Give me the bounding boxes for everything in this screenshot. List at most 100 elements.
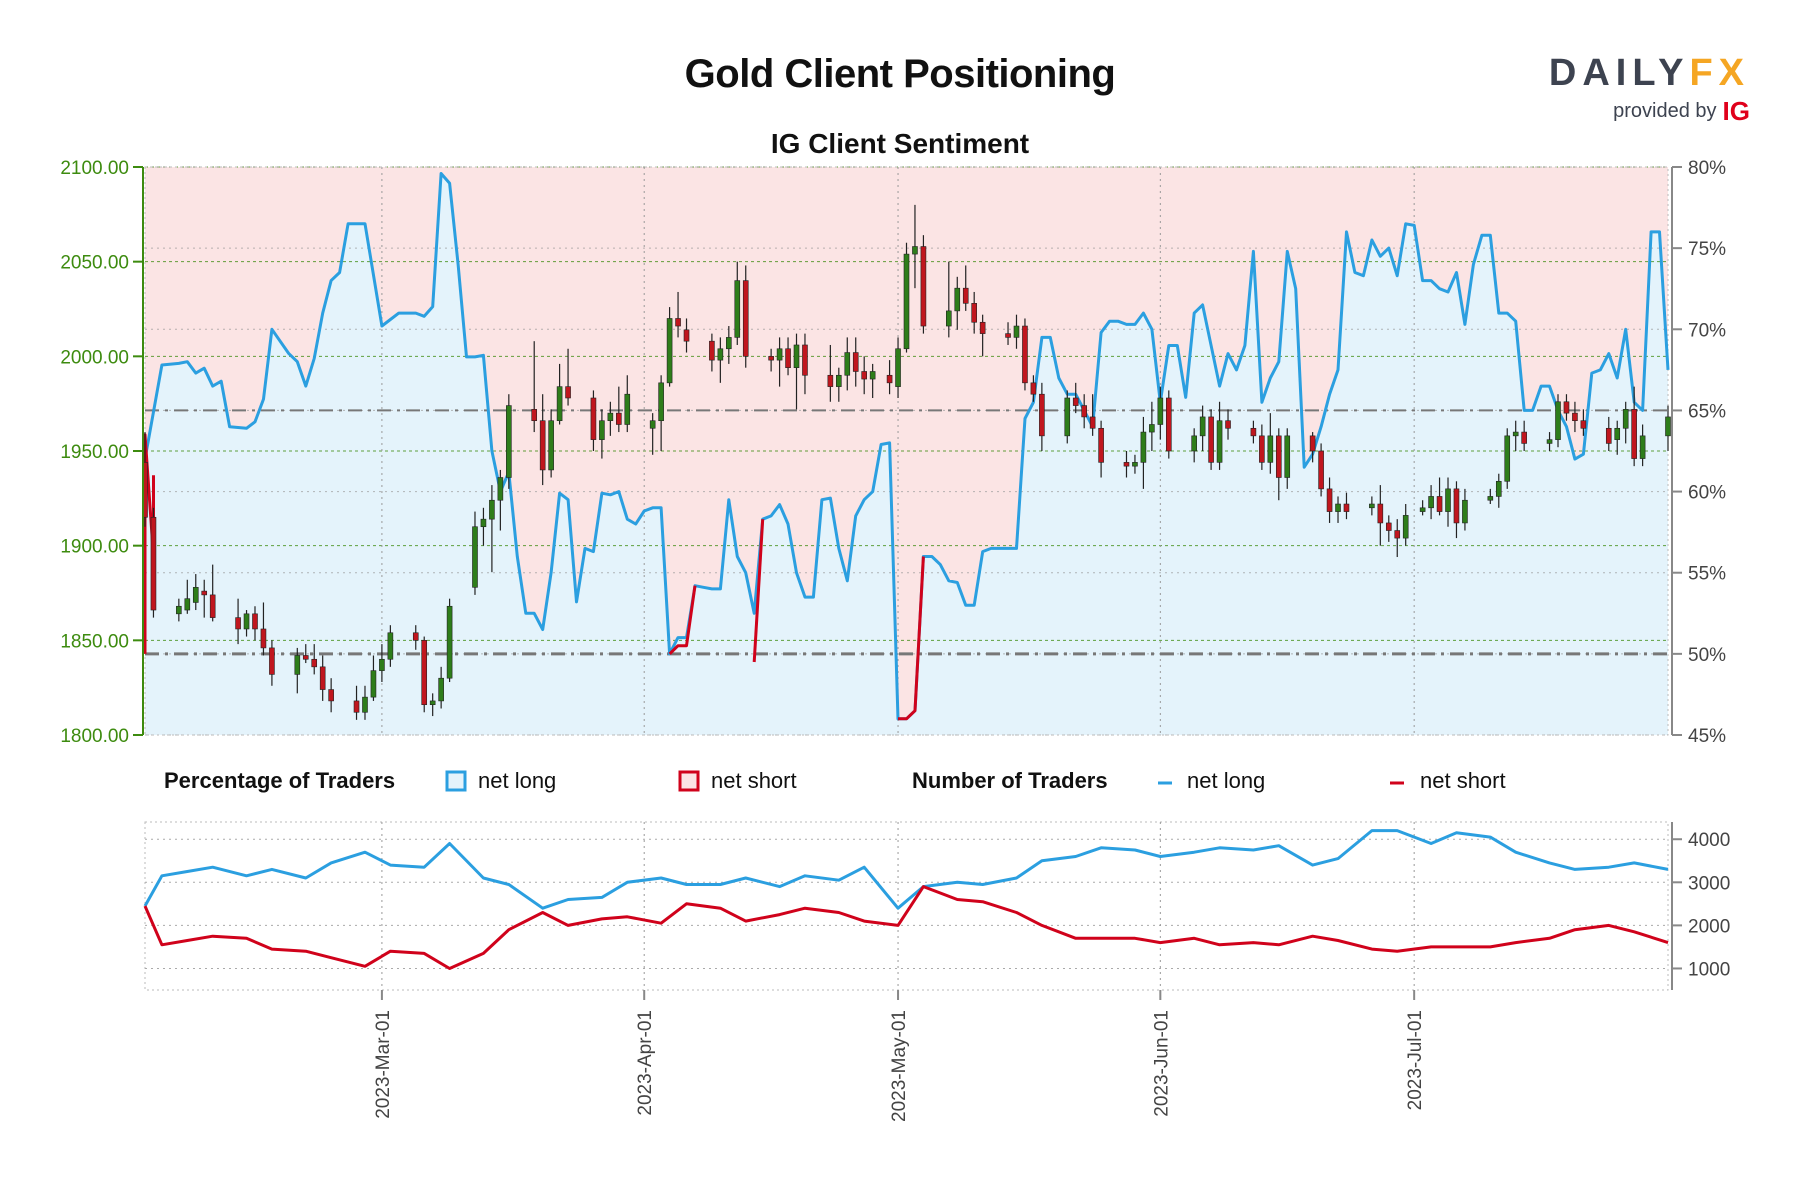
chart-title: Gold Client Positioning (684, 52, 1116, 96)
candle-body (1081, 405, 1087, 418)
price-candle (1453, 481, 1460, 539)
price-tick-label: 2050.00 (60, 253, 129, 274)
price-candle (1394, 519, 1401, 558)
candle-body (836, 374, 842, 387)
price-candle (920, 235, 927, 334)
candle-body (302, 655, 309, 660)
price-candle (1123, 451, 1130, 478)
price-tick-label: 1850.00 (60, 631, 129, 652)
candle-body (920, 246, 927, 327)
price-candle (1225, 409, 1231, 440)
candle-body (209, 594, 216, 618)
price-candle (294, 647, 301, 694)
candle-body (1572, 412, 1578, 422)
candle-body (252, 613, 258, 630)
price-candle (506, 394, 512, 489)
price-candle (1572, 401, 1578, 433)
candle-body (379, 658, 385, 671)
price-candle (768, 348, 774, 372)
candle-body (1419, 507, 1426, 512)
price-candle (1487, 488, 1494, 505)
price-candle (624, 375, 631, 433)
candle-body (1453, 488, 1460, 524)
candle-body (683, 329, 690, 342)
pct-tick-label: 65% (1688, 401, 1726, 422)
legend-pct-long-swatch (445, 770, 467, 792)
price-candle (1605, 416, 1612, 451)
candle-body (201, 590, 208, 596)
price-candle (599, 409, 605, 459)
price-candle (1546, 432, 1553, 451)
price-candle (1165, 390, 1172, 459)
candle-body (616, 412, 622, 425)
candle-body (1622, 409, 1629, 429)
price-candle (370, 655, 377, 701)
candle-body (1284, 435, 1291, 478)
candle-body (480, 518, 487, 528)
candle-body (294, 655, 301, 675)
price-candle (1013, 314, 1020, 349)
price-candle (742, 265, 749, 368)
candle-body (1436, 496, 1443, 512)
price-candle (1157, 386, 1164, 440)
price-candle (861, 356, 867, 395)
date-tick-label: 2023-Apr-01 (635, 1010, 656, 1116)
price-candle (802, 333, 808, 395)
candle-body (531, 409, 538, 422)
candle-body (1402, 515, 1409, 539)
candle-body (370, 670, 377, 698)
candle-body (1377, 503, 1384, 524)
price-candle (1275, 428, 1282, 501)
candle-body (675, 318, 681, 327)
traders-tick-label: 3000 (1688, 873, 1730, 894)
candle-body (1157, 397, 1164, 425)
price-tick-label: 1800.00 (60, 726, 129, 747)
candle-body (539, 420, 546, 471)
traders-axis: 1000 2000 3000 4000 (1671, 822, 1730, 990)
price-candle (201, 579, 208, 618)
traders-net-long-line (143, 829, 1669, 910)
price-candle (954, 276, 961, 330)
candle-body (1149, 424, 1155, 433)
date-tick-label: 2023-Mar-01 (373, 1010, 394, 1119)
price-candle (666, 307, 673, 387)
price-candle (1665, 405, 1671, 451)
candle-body (319, 666, 326, 690)
price-candle (539, 394, 546, 486)
candle-body (1487, 496, 1494, 501)
candle-body (785, 348, 791, 368)
price-candle (1445, 477, 1451, 527)
price-candle (387, 625, 394, 667)
price-candle (869, 363, 876, 398)
price-candle (844, 337, 851, 391)
candle-body (1165, 397, 1172, 452)
price-candle (1622, 401, 1629, 444)
price-candle (1191, 428, 1197, 463)
date-axis: 2023-Mar-01 2023-Apr-01 2023-May-01 2023-Ju… (373, 990, 1426, 1122)
pct-tick-label: 55% (1688, 564, 1726, 585)
price-candle (709, 333, 715, 372)
candle-body (1343, 503, 1350, 512)
price-candle (726, 326, 732, 364)
price-candle (353, 685, 360, 720)
candle-body (311, 658, 318, 668)
price-candle (1132, 454, 1138, 474)
price-candle (1030, 375, 1037, 402)
candle-body (1555, 401, 1561, 440)
candle-body (1369, 503, 1375, 509)
price-candle (1250, 420, 1257, 444)
price-candle (1309, 432, 1316, 463)
candle-body (260, 628, 267, 649)
price-tick-label: 2000.00 (60, 347, 129, 368)
candle-body (1225, 420, 1231, 429)
price-candle (734, 261, 741, 345)
price-candle (827, 344, 834, 402)
price-candle (269, 640, 275, 686)
traders-tick-label: 2000 (1688, 916, 1730, 937)
price-candle (717, 337, 724, 383)
price-candle (1631, 386, 1637, 467)
legend-pct-short-swatch (678, 770, 700, 792)
candle-body (235, 617, 241, 630)
pct-tick-label: 80% (1688, 158, 1726, 179)
price-candle (556, 363, 563, 425)
